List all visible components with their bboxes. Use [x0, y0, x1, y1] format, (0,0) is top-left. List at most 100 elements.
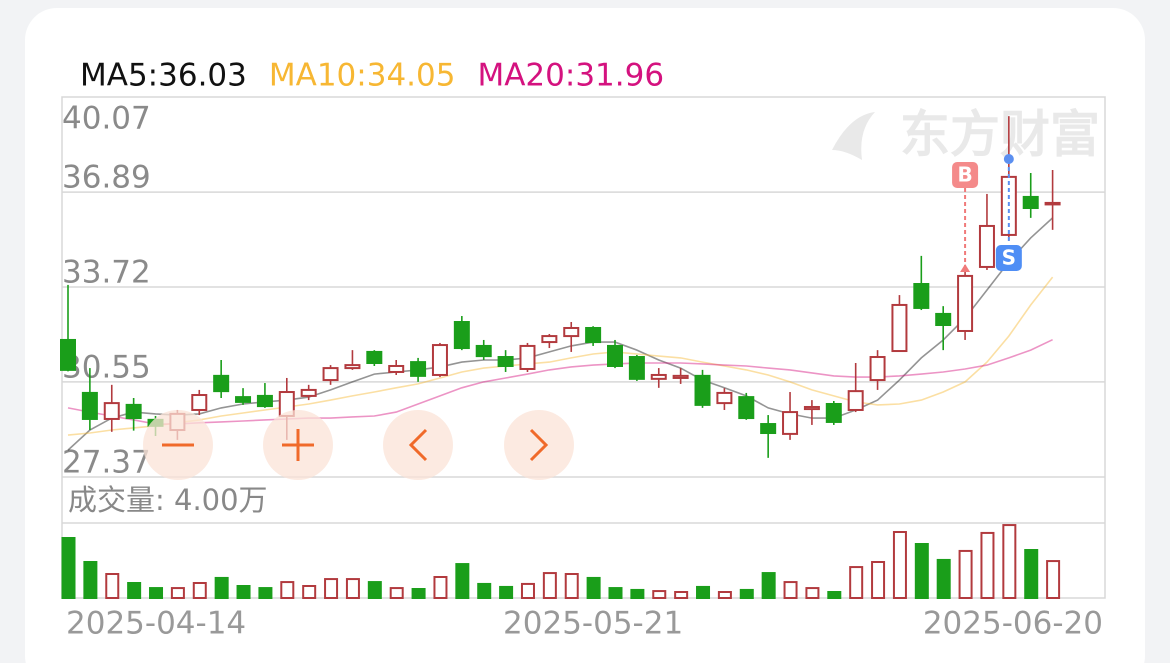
candle-body: [366, 350, 383, 365]
legend-entry: MA20:31.96: [477, 58, 664, 94]
candle-body: [869, 356, 886, 382]
volume-bar: [761, 572, 776, 599]
volume-bar: [805, 587, 820, 599]
next-button[interactable]: [504, 410, 574, 480]
candle-body: [760, 423, 777, 435]
candle-body: [410, 361, 427, 377]
volume-title: 成交量: 4.00万: [68, 483, 268, 517]
volume-bar: [170, 587, 185, 599]
candle-body: [322, 367, 339, 382]
volume-bar: [586, 576, 601, 599]
x-tick-label: 2025-04-14: [66, 606, 246, 642]
volume-bar: [411, 588, 426, 599]
volume-bar: [105, 573, 120, 599]
candle-body: [650, 373, 667, 380]
volume-bar: [652, 590, 667, 599]
candle-body: [563, 326, 580, 338]
candle-body: [541, 335, 558, 344]
candle-body: [300, 388, 317, 397]
ma-line: [67, 276, 1054, 436]
candle-body: [213, 374, 230, 393]
candle-body: [497, 356, 514, 367]
watermark-logo: [832, 112, 875, 160]
volume-bar: [127, 582, 142, 599]
candle-body: [891, 303, 908, 353]
volume-bar: [564, 573, 579, 599]
ma-line: [67, 217, 1054, 451]
candle-body: [519, 344, 536, 370]
candle-body: [475, 344, 492, 358]
volume-bar: [477, 582, 492, 599]
volume-bar: [61, 537, 76, 599]
candle-body: [913, 283, 930, 309]
candle-body: [607, 344, 623, 367]
volume-bar: [499, 585, 514, 599]
volume-bar: [914, 543, 929, 599]
ma-line: [67, 338, 1053, 425]
volume-bar: [630, 588, 645, 599]
buy-marker-arrow: [960, 264, 971, 272]
legend-entry: MA10:34.05: [269, 58, 456, 94]
candle-body: [672, 374, 689, 379]
volume-bar: [520, 582, 535, 599]
volume-bar: [696, 585, 711, 599]
volume-bar: [258, 587, 273, 599]
candle-body: [191, 394, 208, 411]
volume-bar: [389, 587, 404, 599]
candle-body: [431, 344, 448, 376]
candle-body: [388, 364, 405, 373]
volume-bar: [149, 587, 164, 599]
legend: MA5:36.03 MA10:34.05 MA20:31.96: [80, 58, 664, 94]
y-tick-label: 40.07: [62, 101, 151, 137]
y-tick-label: 27.37: [62, 445, 151, 481]
volume-bar: [717, 591, 732, 599]
zoom-out-button[interactable]: [143, 410, 213, 480]
volume-bar: [324, 578, 339, 599]
volume-bar: [455, 563, 470, 599]
volume-bar: [367, 581, 382, 599]
candle-body: [1022, 195, 1039, 210]
volume-bar: [192, 582, 207, 599]
volume-bar: [958, 549, 973, 599]
volume-bar: [892, 531, 907, 599]
volume-bar: [280, 581, 295, 599]
volume-bar: [936, 558, 951, 599]
volume-bar: [674, 591, 689, 599]
candle-body: [825, 402, 842, 423]
zoom-in-button[interactable]: [263, 410, 333, 480]
buy-marker-label: B: [957, 163, 972, 187]
y-tick-label: 36.89: [62, 160, 151, 196]
volume-bar: [783, 581, 798, 599]
volume-bar: [214, 576, 229, 599]
prev-button[interactable]: [383, 410, 453, 480]
x-tick-label: 2025-06-20: [923, 606, 1103, 642]
legend-entry: MA5:36.03: [80, 58, 247, 94]
volume-bar: [1046, 560, 1061, 599]
volume-bar: [827, 591, 842, 599]
candle-body: [935, 312, 952, 327]
sell-marker-label: S: [1002, 246, 1016, 270]
candle-body: [694, 374, 711, 406]
candle-body: [235, 396, 252, 403]
volume-bar: [83, 561, 98, 599]
candle-body: [256, 394, 273, 408]
candle-body: [782, 411, 799, 435]
volume-bar: [302, 585, 317, 599]
volume-bar: [1024, 549, 1039, 599]
candle-body: [716, 391, 733, 405]
watermark: 东方财富: [900, 106, 1100, 164]
candle-body: [1044, 201, 1061, 206]
volume-bar: [236, 585, 251, 599]
sell-marker: [995, 245, 1022, 271]
candle-body: [738, 396, 755, 420]
volume-bar: [608, 587, 623, 599]
candle-body: [803, 405, 820, 411]
volume-bar: [849, 566, 864, 599]
volume-bar: [739, 588, 754, 599]
candle-body: [125, 403, 142, 420]
buy-marker: [952, 162, 979, 188]
volume-bar: [345, 578, 360, 599]
nav-buttons: [143, 410, 574, 480]
